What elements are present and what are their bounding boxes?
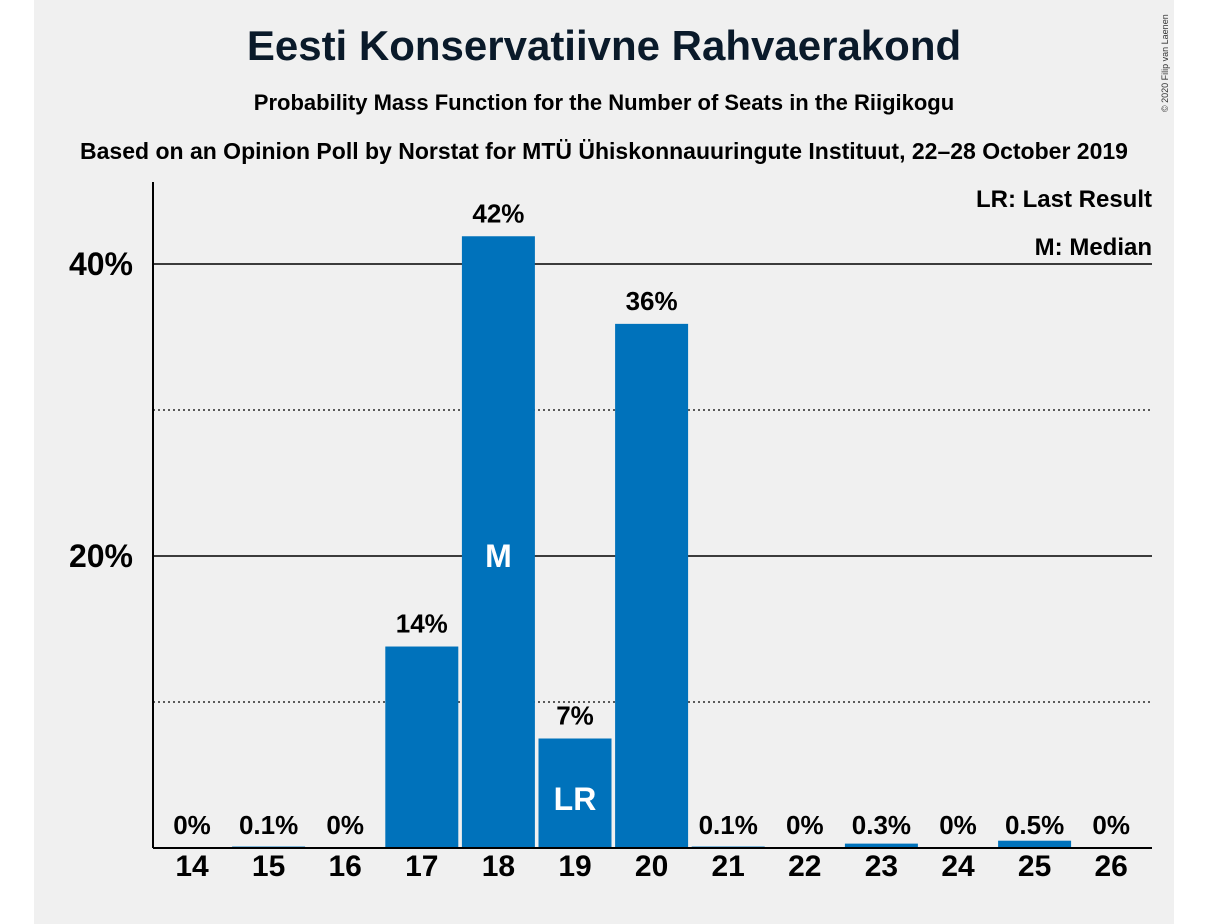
legend-last-result: LR: Last Result (975, 186, 1152, 213)
data-label: 0% (173, 810, 211, 840)
bar (385, 646, 459, 848)
data-label: 0% (1092, 810, 1130, 840)
data-label: 36% (626, 286, 678, 316)
x-tick-label: 18 (482, 850, 515, 883)
x-tick-label: 20 (635, 850, 668, 883)
bar (844, 843, 918, 848)
bar (461, 236, 535, 848)
data-label: 0.1% (699, 810, 758, 840)
x-tick-label: 16 (329, 850, 362, 883)
x-tick-label: 24 (941, 850, 975, 883)
x-tick-label: 23 (865, 850, 898, 883)
x-tick-label: 26 (1095, 850, 1128, 883)
data-label: 0% (939, 810, 977, 840)
x-tick-label: 22 (788, 850, 821, 883)
data-label: 0% (326, 810, 364, 840)
legend-median: M: Median (1034, 234, 1152, 261)
x-tick-label: 17 (405, 850, 438, 883)
chart-source-note: Based on an Opinion Poll by Norstat for … (80, 138, 1128, 164)
x-tick-label: 14 (175, 850, 209, 883)
chart-subtitle: Probability Mass Function for the Number… (253, 90, 955, 115)
data-label: 42% (472, 198, 524, 228)
data-label: 0.3% (852, 810, 911, 840)
bar (615, 323, 689, 848)
last-result-marker: LR (554, 781, 597, 817)
data-label: 14% (396, 609, 448, 639)
bar (538, 738, 612, 848)
data-label: 0.1% (239, 810, 298, 840)
y-tick-label: 20% (69, 538, 133, 574)
data-label: 7% (556, 701, 594, 731)
median-marker: M (485, 538, 512, 574)
x-tick-label: 19 (558, 850, 591, 883)
data-label: 0% (786, 810, 824, 840)
x-tick-label: 21 (712, 850, 745, 883)
chart-title: Eesti Konservatiivne Rahvaerakond (246, 22, 962, 69)
y-tick-label: 40% (69, 246, 133, 282)
bar (998, 840, 1072, 848)
x-tick-label: 15 (252, 850, 285, 883)
x-tick-label: 25 (1018, 850, 1051, 883)
data-label: 0.5% (1005, 810, 1064, 840)
